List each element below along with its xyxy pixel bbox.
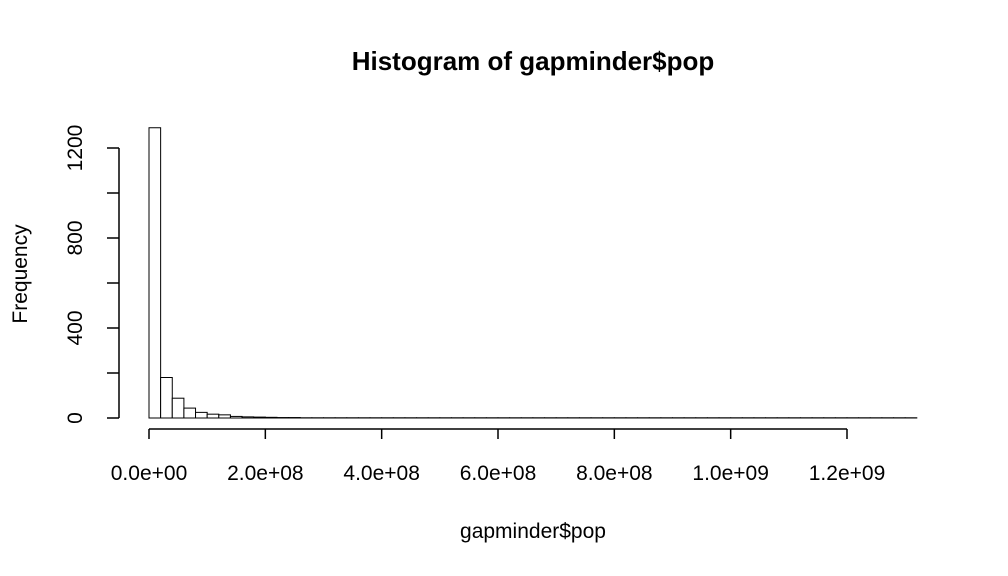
histogram-bar	[229, 415, 243, 419]
x-tick-label: 6.0e+08	[460, 462, 537, 485]
y-tick-label: 1200	[64, 125, 87, 172]
histogram-bars	[148, 127, 918, 419]
histogram-bar	[206, 413, 220, 419]
x-tick-label: 2.0e+08	[227, 462, 304, 485]
x-axis-title: gapminder$pop	[460, 520, 606, 543]
x-tick-label: 0.0e+00	[111, 462, 188, 485]
histogram-bar	[195, 411, 208, 419]
y-tick-label: 0	[64, 412, 87, 424]
histogram-bar	[218, 414, 231, 419]
histogram-bar	[183, 407, 197, 419]
histogram-bar	[160, 377, 173, 419]
histogram-bar	[253, 416, 266, 419]
x-tick-label: 1.0e+09	[692, 462, 769, 485]
histogram-bar	[148, 127, 162, 419]
x-tick-label: 4.0e+08	[343, 462, 420, 485]
histogram-bar	[241, 416, 255, 419]
x-axis: 0.0e+00 2.0e+08 4.0e+08 6.0e+08 8.0e+08 1.0e+…	[111, 428, 886, 485]
histogram-bar	[264, 416, 278, 419]
y-axis-title: Frequency	[9, 224, 32, 324]
y-tick-label: 800	[64, 220, 87, 255]
y-tick-label: 400	[64, 310, 87, 345]
y-axis: 0 400 800 1200	[64, 125, 120, 424]
x-tick-label: 1.2e+09	[809, 462, 886, 485]
x-tick-label: 8.0e+08	[576, 462, 653, 485]
chart-title: Histogram of gapminder$pop	[352, 46, 715, 76]
histogram-bar	[171, 397, 185, 419]
